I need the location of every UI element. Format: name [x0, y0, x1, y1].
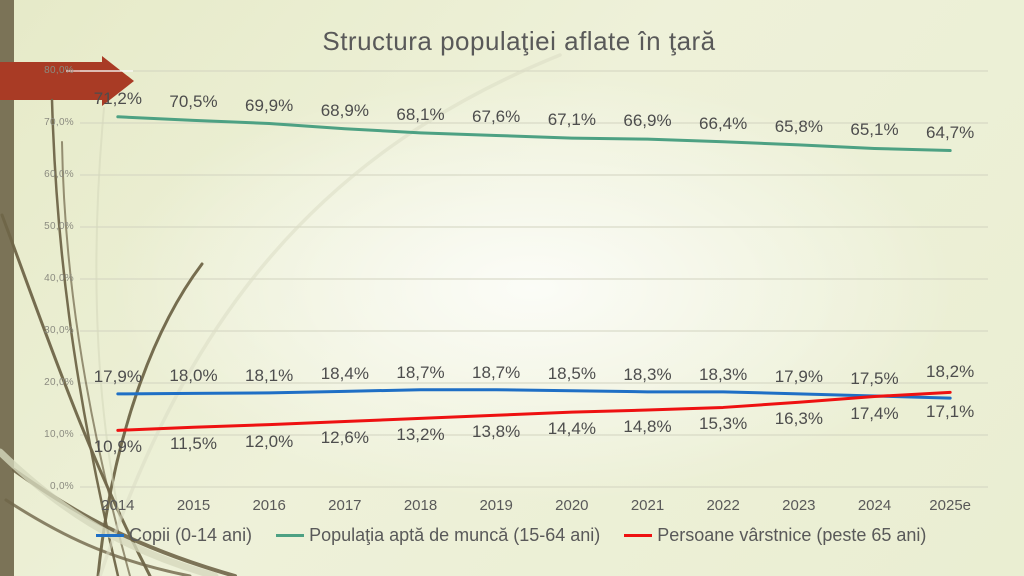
data-label: 12,6%: [320, 428, 369, 448]
x-axis-tick: 2020: [555, 497, 589, 514]
data-label: 11,5%: [170, 434, 217, 454]
y-axis-tick: 0,0%: [50, 481, 74, 492]
data-label: 18,0%: [169, 366, 218, 386]
data-label: 13,8%: [472, 422, 521, 442]
x-axis-tick: 2018: [403, 497, 438, 514]
x-axis-tick: 2024: [857, 497, 892, 514]
data-label: 69,9%: [245, 95, 294, 115]
data-label: 18,4%: [320, 364, 369, 384]
data-label: 14,4%: [547, 419, 596, 439]
data-label: 64,7%: [926, 122, 975, 142]
data-label: 15,3%: [699, 414, 748, 434]
data-label: 68,9%: [320, 100, 369, 120]
legend-item: Persoane vârstnice (peste 65 ani): [624, 525, 926, 546]
data-label: 18,3%: [623, 364, 672, 384]
data-label: 17,9%: [774, 366, 823, 386]
x-axis-tick: 2023: [782, 497, 816, 514]
y-axis-tick: 10,0%: [44, 429, 74, 440]
legend-label: Populaţia aptă de muncă (15-64 ani): [309, 525, 601, 545]
data-label: 67,1%: [547, 110, 596, 130]
x-axis-tick: 2016: [252, 497, 286, 514]
y-axis-tick: 40,0%: [44, 273, 74, 284]
data-label: 65,8%: [774, 116, 823, 136]
data-label: 17,1%: [926, 402, 975, 422]
data-label: 17,9%: [93, 366, 142, 386]
legend-line-swatch: [276, 534, 305, 537]
legend-line-swatch: [96, 534, 124, 537]
legend-item: Copii (0-14 ani): [96, 525, 252, 546]
data-label: 70,5%: [169, 92, 218, 112]
legend-label: Persoane vârstnice (peste 65 ani): [657, 525, 927, 545]
data-label: 17,4%: [850, 403, 899, 423]
y-axis-tick: 80,0%: [44, 65, 74, 76]
slide-title: Structura populaţiei aflate în ţară: [322, 26, 716, 56]
data-label: 18,7%: [396, 362, 445, 382]
data-label: 10,9%: [93, 437, 142, 457]
x-axis-tick: 2014: [101, 497, 135, 514]
data-label: 18,2%: [926, 362, 975, 382]
y-axis-tick: 60,0%: [44, 169, 74, 180]
data-label: 18,1%: [245, 365, 294, 385]
data-label: 18,7%: [472, 362, 521, 382]
y-axis-tick: 30,0%: [44, 325, 74, 336]
x-axis-tick: 2022: [706, 497, 740, 514]
data-label: 18,3%: [699, 364, 748, 384]
data-label: 71,2%: [93, 88, 142, 108]
legend-item: Populaţia aptă de muncă (15-64 ani): [276, 525, 600, 546]
data-label: 67,6%: [472, 107, 521, 127]
data-label: 13,2%: [396, 425, 445, 445]
data-label: 14,8%: [623, 417, 672, 437]
data-label: 68,1%: [396, 104, 445, 124]
x-axis-tick: 2017: [328, 497, 362, 514]
x-axis-tick: 2021: [630, 497, 665, 514]
legend-line-swatch: [624, 534, 653, 537]
x-axis-tick: 2025e: [929, 497, 972, 514]
y-axis-tick: 70,0%: [44, 117, 74, 128]
data-label: 65,1%: [850, 120, 899, 140]
data-label: 17,5%: [850, 369, 899, 388]
data-label: 18,5%: [547, 363, 596, 383]
chart-legend: Copii (0-14 ani) Populaţia aptă de muncă …: [96, 525, 926, 546]
data-label: 66,9%: [623, 111, 672, 131]
x-axis-tick: 2019: [479, 497, 513, 514]
y-axis-tick: 50,0%: [44, 221, 74, 232]
data-label: 12,0%: [245, 431, 294, 451]
y-axis-tick: 20,0%: [44, 377, 74, 388]
data-label: 16,3%: [774, 409, 823, 429]
legend-label: Copii (0-14 ani): [129, 525, 253, 545]
data-label: 66,4%: [699, 113, 748, 133]
x-axis-tick: 2015: [176, 497, 211, 514]
